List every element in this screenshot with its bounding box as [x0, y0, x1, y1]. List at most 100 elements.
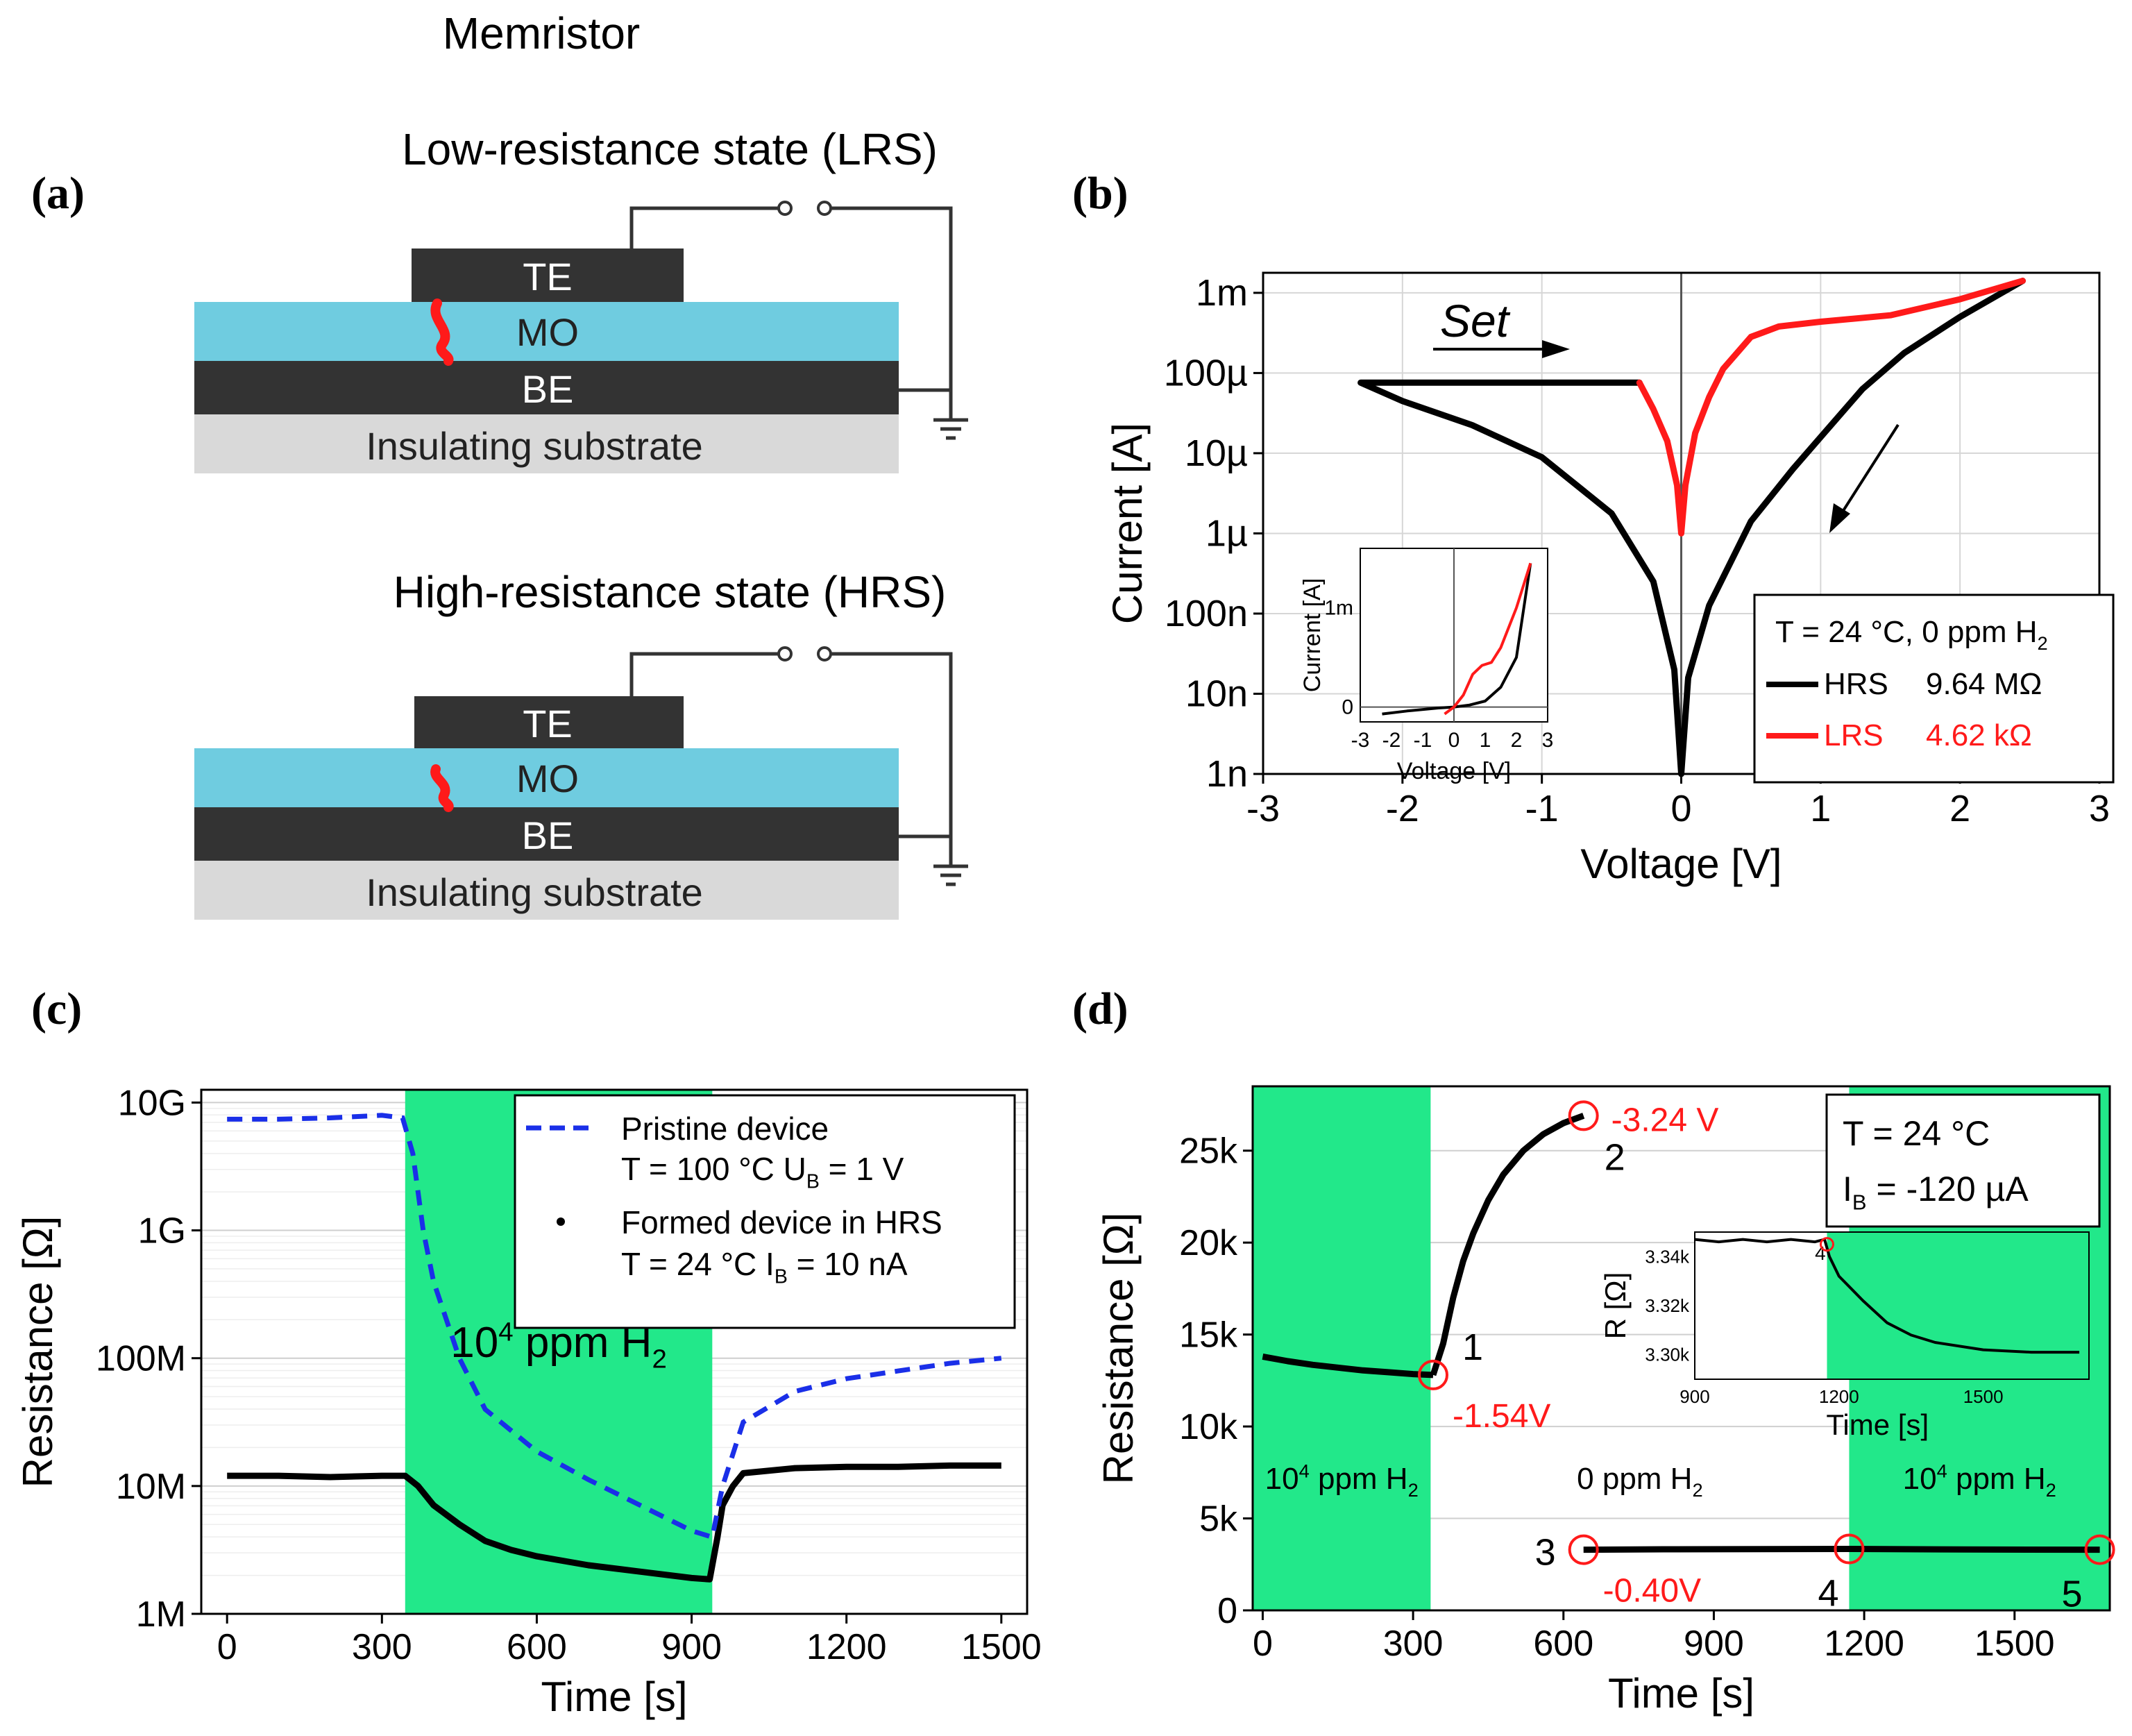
inset-x-tick-label: 2: [1511, 729, 1523, 752]
hrs-wire-top: [629, 652, 779, 696]
lrs-wire-return: [831, 206, 953, 392]
x-tick-label: 0: [217, 1627, 237, 1667]
inset-y-tick-label: 3.32k: [1645, 1295, 1690, 1316]
legend-box: [514, 1094, 1016, 1329]
legend-value: 4.62 kΩ: [1926, 718, 2032, 752]
resistance-time-chart-d: 104 ppm H2 104 ppm H20 ppm H20 300 600 900 12…: [1095, 1085, 2115, 1717]
lrs-te-label: TE: [523, 255, 573, 298]
x-tick-label: 0: [1253, 1624, 1273, 1664]
x-tick-label: 300: [352, 1627, 412, 1667]
y-axis-label: Resistance [Ω]: [1095, 1213, 1142, 1485]
inset-series-line-r: [1694, 1238, 2080, 1354]
legend-condition-part-0: T = 24 °C I: [621, 1246, 775, 1282]
marker-circle-3: [1568, 1534, 1599, 1565]
legend-label: Pristine device: [621, 1111, 829, 1147]
panel-label-b: (b): [1072, 168, 1128, 219]
inset-series-line-hrs: [1382, 563, 1532, 716]
marker-voltage-3: -0.40V: [1603, 1573, 1701, 1610]
series-line-lrs: [1636, 278, 2026, 537]
h2-band-label-part-3: 2: [2046, 1479, 2056, 1501]
y-tick-label: 1m: [1196, 272, 1248, 314]
legend-swatch-formed: [557, 1217, 565, 1226]
legend-bias-current-part-0: I: [1843, 1170, 1852, 1208]
legend-bias-current-part-2: = -120 µA: [1867, 1170, 2029, 1208]
x-tick-label: 3: [2089, 788, 2110, 829]
x-tick-label: 600: [1533, 1624, 1593, 1664]
y-tick-label: 20k: [1179, 1223, 1238, 1263]
legend-condition-part-2: = 1 V: [820, 1151, 904, 1187]
lrs-filament: [430, 298, 454, 366]
h2-band-label-part-3: 2: [652, 1345, 666, 1374]
x-tick-label: 1500: [961, 1627, 1042, 1667]
legend-title-part-1: 2: [2038, 632, 2048, 654]
y-tick-label: 10n: [1185, 673, 1248, 714]
hrs-device: TE MO BE Insulating substrate: [194, 646, 968, 920]
x-tick-label: -2: [1386, 788, 1419, 829]
inset-marker-circle: [1819, 1237, 1834, 1252]
x-axis-label: Time [s]: [541, 1674, 687, 1720]
lrs-switch-contact-right: [817, 201, 832, 216]
hrs-oxide-layer: [194, 748, 899, 807]
x-tick-label: -3: [1246, 788, 1280, 829]
inset-x-tick-label: 900: [1680, 1386, 1709, 1407]
y-tick-label: 100M: [96, 1339, 186, 1379]
y-tick-label: 10G: [118, 1083, 186, 1123]
lrs-wire-top: [629, 206, 779, 248]
h2-band-label: 104 ppm H2: [1903, 1460, 2056, 1501]
inset-h2-band: [1827, 1232, 2089, 1379]
x-tick-label: 600: [507, 1627, 567, 1667]
legend-title: T = 24 °C, 0 ppm H2: [1775, 615, 2048, 654]
hrs-wire-return: [831, 652, 953, 838]
plot-frame: [200, 1088, 1029, 1615]
no-h2-label-part-1: 2: [1692, 1479, 1702, 1501]
inset-x-tick-label: 3: [1542, 729, 1554, 752]
inset-y-tick-label: 3.30k: [1645, 1345, 1690, 1365]
marker-circle-4: [1834, 1533, 1865, 1565]
inset-x-tick-label: 1: [1480, 729, 1491, 752]
x-axis-label: Voltage [V]: [1580, 841, 1782, 887]
no-h2-label-part-0: 0 ppm H: [1577, 1462, 1692, 1496]
y-tick-label: 100µ: [1164, 352, 1248, 394]
legend-value: 9.64 MΩ: [1926, 667, 2042, 701]
hrs-top-electrode: [414, 696, 684, 748]
marker-number-4: 4: [1818, 1573, 1838, 1615]
legend-title-part-0: T = 24 °C, 0 ppm H: [1775, 615, 2038, 649]
h2-band-label-part-0: 10: [1903, 1462, 1937, 1496]
h2-band-label-part-0: 10: [1265, 1462, 1299, 1496]
y-tick-label: 10µ: [1185, 432, 1248, 474]
marker-number-3: 3: [1535, 1532, 1556, 1574]
y-tick-label: 1G: [138, 1211, 186, 1252]
plot-frame: [1251, 1085, 2111, 1612]
inset-y-tick-label: 0: [1342, 696, 1353, 719]
x-tick-label: 1200: [1824, 1624, 1904, 1664]
legend-bias-current: IB = -120 µA: [1843, 1170, 2029, 1215]
series-line-hrs: [1357, 278, 2026, 777]
memristor-title: Memristor: [443, 8, 640, 58]
inset-frame: [1694, 1231, 2090, 1380]
marker-circle-2: [1568, 1100, 1599, 1131]
inset-x-tick-label: 0: [1448, 729, 1460, 752]
inset-x-axis-label: Time [s]: [1826, 1408, 1929, 1441]
y-tick-label: 0: [1217, 1591, 1237, 1631]
hrs-te-label: TE: [523, 702, 573, 745]
x-tick-label: 1200: [806, 1627, 887, 1667]
marker-voltage-1: -1.54V: [1453, 1398, 1550, 1435]
inset-x-tick-label: -1: [1414, 729, 1432, 752]
resistance-time-chart-c: 104 ppm H20 300 600 900 1200 15001M10M100M1G1…: [15, 1083, 1042, 1720]
lrs-ground-icon: [933, 390, 968, 440]
lrs-mo-label: MO: [516, 310, 579, 354]
hrs-heading: High-resistance state (HRS): [394, 567, 947, 617]
legend-label: Formed device in HRS: [621, 1204, 942, 1240]
legend-condition-part-0: T = 100 °C U: [621, 1151, 806, 1187]
h2-band-label-part-1: 4: [498, 1317, 513, 1347]
set-label: Set: [1440, 295, 1511, 346]
x-tick-label: 1500: [1974, 1624, 2055, 1664]
x-tick-label: 1: [1810, 788, 1831, 829]
y-axis-label: Current [A]: [1104, 423, 1151, 624]
lrs-device: TE MO BE Insulating substrate: [194, 201, 968, 473]
x-axis-label: Time [s]: [1608, 1670, 1754, 1717]
series-line-pristine-device: [227, 1113, 1002, 1540]
x-tick-label: 0: [1670, 788, 1691, 829]
